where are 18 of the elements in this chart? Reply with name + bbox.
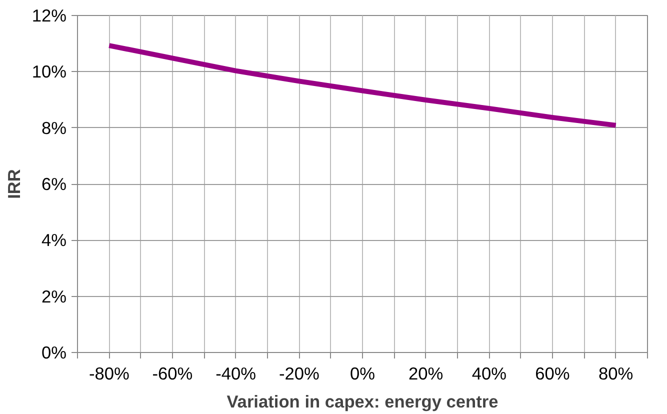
x-tick-label: -40%: [216, 364, 256, 384]
x-tick-label: -60%: [152, 364, 193, 384]
x-axis-title: Variation in capex: energy centre: [226, 392, 499, 412]
x-tick-label: 40%: [472, 364, 507, 384]
x-tick-label: 0%: [350, 364, 376, 384]
y-tick-label: 0%: [41, 342, 66, 362]
y-tick-label: 12%: [32, 6, 67, 26]
x-tick-label: 60%: [535, 364, 570, 384]
x-tick-label: 80%: [598, 364, 634, 384]
y-tick-label: 6%: [41, 174, 66, 194]
x-tick-label: -80%: [88, 364, 130, 384]
x-tick-label: 20%: [408, 364, 444, 384]
y-tick-label: 10%: [32, 62, 67, 82]
x-tick-label: -20%: [278, 364, 320, 384]
y-axis-title: IRR: [4, 168, 24, 199]
y-tick-label: 4%: [41, 230, 66, 250]
y-tick-label: 8%: [41, 118, 66, 138]
y-tick-label: 2%: [41, 286, 66, 306]
